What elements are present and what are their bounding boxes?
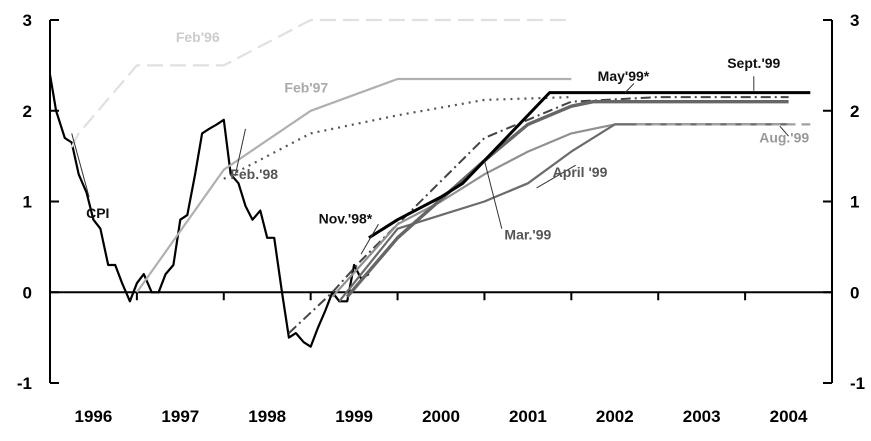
- series-label-aug-99: Aug.'99: [759, 130, 809, 146]
- x-tick-label: 1996: [75, 407, 113, 426]
- x-tick-label: 2001: [509, 407, 547, 426]
- leader-line: [624, 83, 635, 93]
- series-line-feb-96: [70, 18, 572, 148]
- series-line-april-99: [338, 123, 789, 302]
- y-tick-label-left: 2: [23, 102, 32, 121]
- axes: -1 -1 0 0 1 1 2 2 3 3 1996 1997 1998 1999 2000 2001 2002…: [17, 11, 865, 426]
- series-label-may-99: May'99*: [598, 68, 650, 84]
- series-labels: CPI Feb'96 Feb'97 Feb.'98 Nov.'98* Mar.'99 Apr…: [86, 29, 809, 243]
- series-line-nov-98: [288, 96, 789, 334]
- series-label-sept-99: Sept.'99: [727, 55, 780, 71]
- series-line-mar-99: [331, 123, 789, 298]
- x-tick-label: 1999: [335, 407, 373, 426]
- leader-line: [779, 125, 789, 137]
- leader-line: [360, 223, 379, 255]
- y-tick-label-left: 0: [23, 283, 32, 302]
- x-tick-label: 2000: [422, 407, 460, 426]
- x-tick-label: 2004: [770, 407, 808, 426]
- leader-line: [234, 128, 246, 177]
- series-label-cpi: CPI: [86, 205, 109, 221]
- series-line-may-99: [345, 100, 789, 298]
- y-tick-label-right: 2: [850, 102, 859, 121]
- leader-line: [536, 164, 576, 189]
- leader-line: [71, 133, 90, 198]
- series-label-feb-97: Feb'97: [284, 80, 328, 96]
- y-tick-label-right: 1: [850, 193, 859, 212]
- label-leaders: [71, 76, 789, 255]
- x-tick-label: 1998: [248, 407, 286, 426]
- x-tick-label: 2003: [683, 407, 721, 426]
- x-tick-label: 2002: [596, 407, 634, 426]
- y-tick-label-left: 3: [23, 11, 32, 30]
- y-tick-label-right: 0: [850, 283, 859, 302]
- y-tick-label-left: -1: [17, 374, 32, 393]
- series-label-mar-99: Mar.'99: [504, 227, 551, 243]
- leader-line: [483, 160, 503, 229]
- series-line-cpi: [48, 74, 370, 348]
- y-tick-label-right: 3: [850, 11, 859, 30]
- series-label-feb-98: Feb.'98: [230, 166, 278, 182]
- x-tick-label: 1997: [161, 407, 199, 426]
- series-label-feb-96: Feb'96: [176, 29, 220, 45]
- y-tick-label-right: -1: [850, 374, 865, 393]
- series-line-sept-99: [368, 91, 811, 240]
- series-lines: [48, 18, 811, 348]
- series-line-feb-97: [136, 77, 572, 293]
- series-label-april-99: April '99: [553, 164, 608, 180]
- series-label-nov-98: Nov.'98*: [319, 210, 373, 226]
- y-tick-label-left: 1: [23, 193, 32, 212]
